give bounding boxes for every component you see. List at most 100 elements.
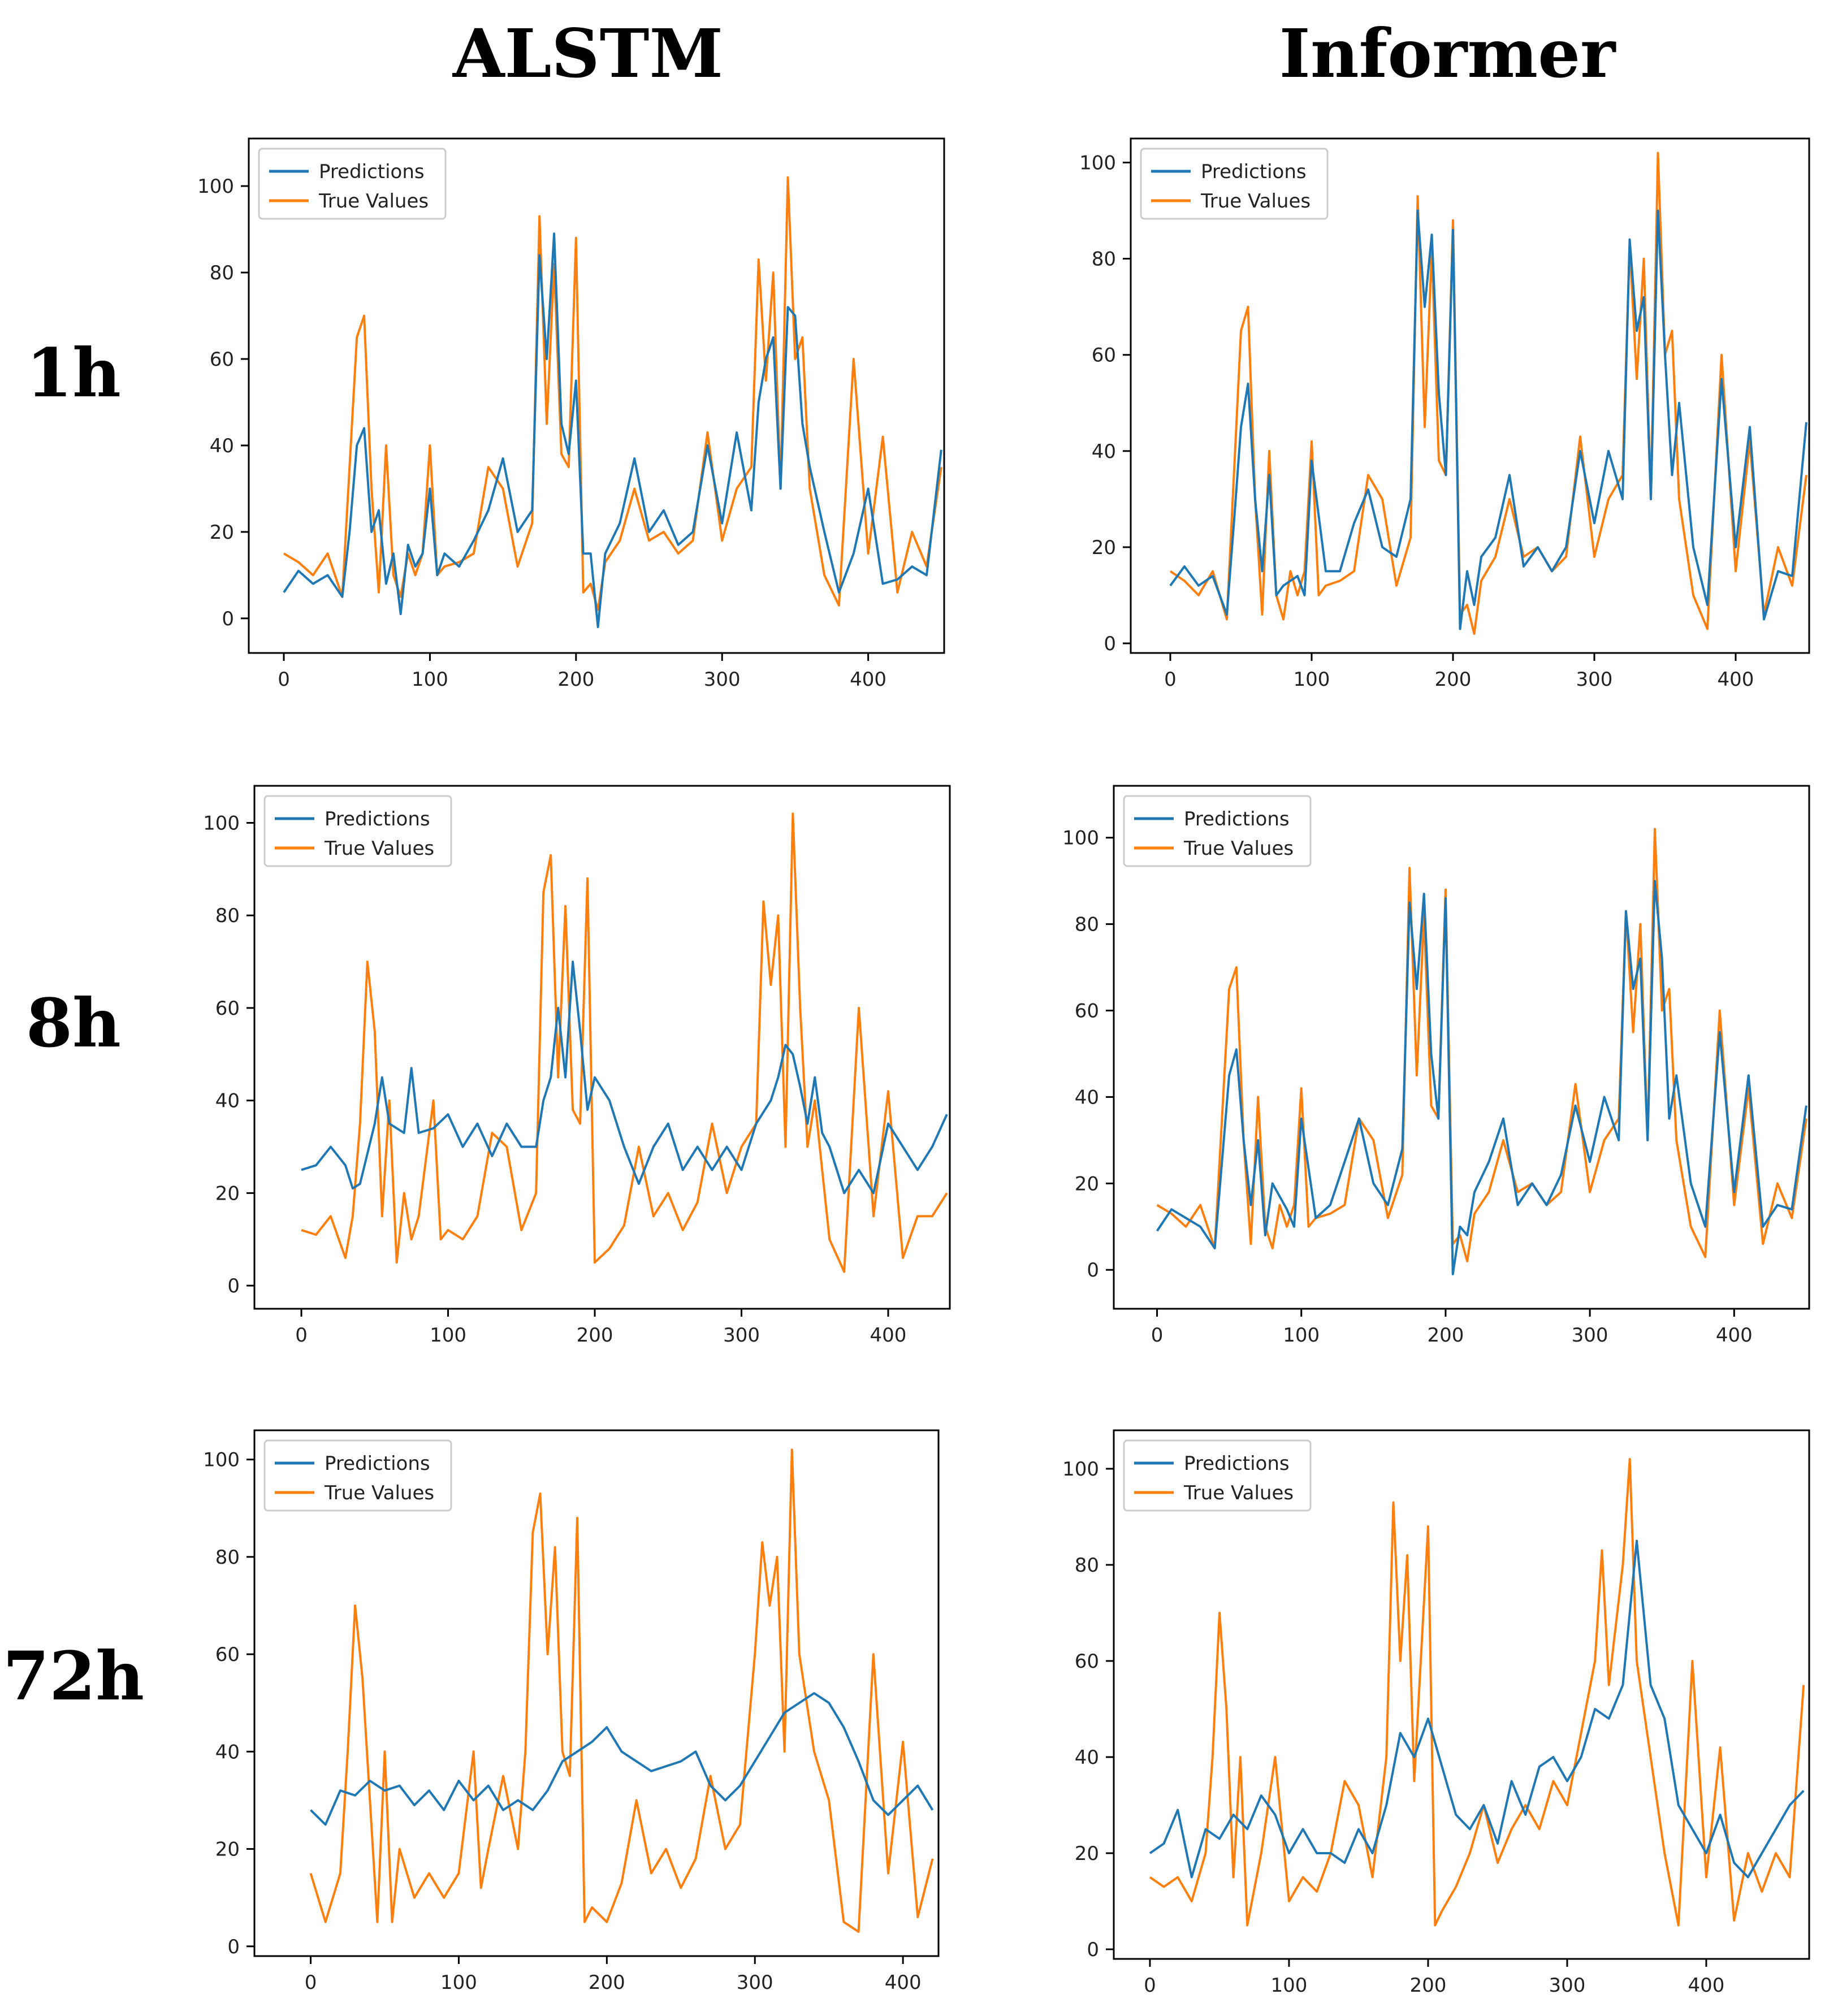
chart-informer-72h: 0 100 200 300 400 0 20 40 60 80 100 Predictions True…	[1062, 1429, 1810, 1997]
x-tick-label: 400	[850, 668, 886, 691]
plot-frame	[1113, 1429, 1810, 1960]
legend-label: Predictions	[325, 808, 430, 830]
column-title-informer: Informer	[1279, 14, 1616, 93]
chart-informer-1h: 0 100 200 300 400 0 20 40 60 80 100 Predictions True…	[1079, 137, 1810, 691]
row-label-72h: 72h	[2, 1637, 144, 1715]
x-tick-label: 100	[440, 1971, 477, 1994]
y-tick-label: 40	[1075, 1746, 1099, 1769]
x-tick-label: 0	[295, 1324, 308, 1347]
x-tick-label: 100	[1271, 1974, 1308, 1997]
legend-label: Predictions	[1184, 808, 1290, 830]
x-tick-label: 200	[557, 668, 594, 691]
y-tick-label: 60	[215, 997, 240, 1020]
legend-label: Predictions	[325, 1452, 430, 1475]
y-tick-label: 40	[1092, 440, 1116, 463]
y-tick-label: 20	[210, 521, 234, 544]
y-tick-label: 20	[215, 1182, 240, 1205]
x-tick-label: 300	[1549, 1974, 1586, 1997]
y-tick-label: 80	[1075, 1554, 1099, 1577]
y-tick-label: 20	[1092, 537, 1116, 559]
y-tick-label: 60	[1092, 344, 1116, 367]
x-tick-label: 200	[589, 1971, 625, 1994]
y-tick-label: 20	[215, 1838, 240, 1861]
x-tick-label: 0	[1144, 1974, 1156, 1997]
x-tick-label: 100	[412, 668, 448, 691]
legend-label: True Values	[324, 837, 434, 860]
plot-frame	[1130, 137, 1810, 654]
y-tick-label: 100	[1062, 827, 1099, 850]
legend-label: Predictions	[1201, 161, 1307, 183]
y-tick-label: 100	[1062, 1458, 1099, 1481]
plot-frame	[1113, 785, 1810, 1310]
x-tick-label: 0	[305, 1971, 317, 1994]
x-tick-label: 200	[577, 1324, 613, 1347]
column-title-alstm: ALSTM	[452, 14, 724, 93]
legend-label: True Values	[1183, 1482, 1294, 1504]
y-tick-label: 60	[1075, 1000, 1099, 1023]
x-tick-label: 200	[1435, 668, 1472, 691]
legend-label: True Values	[318, 190, 429, 213]
x-tick-label: 400	[1688, 1974, 1725, 1997]
row-label-1h: 1h	[26, 334, 121, 412]
y-tick-label: 80	[215, 905, 240, 927]
series-line-predictions	[1169, 209, 1807, 630]
x-tick-label: 0	[1164, 668, 1177, 691]
y-tick-label: 0	[1104, 633, 1116, 655]
y-tick-label: 40	[1075, 1086, 1099, 1109]
series-line-predictions	[1156, 880, 1807, 1275]
y-tick-label: 0	[222, 608, 234, 630]
chart-alstm-72h: 0 100 200 300 400 0 20 40 60 80 100 Predictions True…	[203, 1429, 940, 1994]
series-line-true-values	[301, 812, 948, 1273]
y-tick-label: 0	[227, 1936, 240, 1958]
y-tick-label: 80	[210, 262, 234, 284]
x-tick-label: 200	[1410, 1974, 1447, 1997]
series-line-true-values	[283, 176, 942, 611]
y-tick-label: 0	[227, 1275, 240, 1297]
x-tick-label: 100	[430, 1324, 466, 1347]
series-line-true-values	[309, 1448, 934, 1933]
y-tick-label: 60	[210, 348, 234, 371]
y-tick-label: 100	[203, 1449, 240, 1472]
x-tick-label: 300	[737, 1971, 773, 1994]
x-tick-label: 100	[1294, 668, 1330, 691]
x-tick-label: 100	[1283, 1324, 1320, 1347]
x-tick-label: 300	[704, 668, 741, 691]
y-tick-label: 100	[1079, 152, 1116, 175]
x-tick-label: 0	[1151, 1324, 1164, 1347]
y-tick-label: 40	[215, 1741, 240, 1763]
x-tick-label: 400	[870, 1324, 907, 1347]
plot-frame	[253, 1429, 940, 1957]
chart-informer-8h: 0 100 200 300 400 0 20 40 60 80 100 Predictions True…	[1062, 785, 1810, 1347]
series-line-true-values	[1149, 1458, 1805, 1927]
x-tick-label: 0	[278, 668, 290, 691]
y-tick-label: 60	[1075, 1650, 1099, 1673]
y-tick-label: 40	[215, 1090, 240, 1113]
y-tick-label: 0	[1087, 1939, 1099, 1961]
y-tick-label: 80	[1092, 248, 1116, 271]
series-line-predictions	[1149, 1539, 1805, 1879]
x-tick-label: 400	[885, 1971, 922, 1994]
x-tick-label: 400	[1716, 1324, 1753, 1347]
chart-alstm-1h: 0 100 200 300 400 0 20 40 60 80 100 Predictions True…	[197, 137, 945, 691]
y-tick-label: 20	[1075, 1842, 1099, 1865]
series-line-predictions	[310, 1692, 934, 1826]
legend-label: True Values	[1183, 837, 1294, 860]
y-tick-label: 80	[215, 1546, 240, 1569]
plot-frame	[253, 785, 951, 1310]
x-tick-label: 300	[1572, 1324, 1608, 1347]
series-line-predictions	[283, 232, 942, 629]
y-tick-label: 100	[203, 812, 240, 834]
plot-frame	[248, 137, 945, 654]
x-tick-label: 300	[1576, 668, 1613, 691]
legend-label: True Values	[1200, 190, 1311, 213]
y-tick-label: 20	[1075, 1173, 1099, 1195]
y-tick-label: 40	[210, 435, 234, 457]
y-tick-label: 80	[1075, 914, 1099, 936]
x-tick-label: 300	[723, 1324, 760, 1347]
y-tick-label: 60	[215, 1643, 240, 1666]
x-tick-label: 400	[1718, 668, 1754, 691]
chart-alstm-8h: 0 100 200 300 400 0 20 40 60 80 100 Predictions True…	[203, 785, 951, 1347]
x-tick-label: 200	[1427, 1324, 1464, 1347]
series-line-true-values	[1156, 828, 1807, 1262]
row-label-8h: 8h	[26, 984, 121, 1062]
